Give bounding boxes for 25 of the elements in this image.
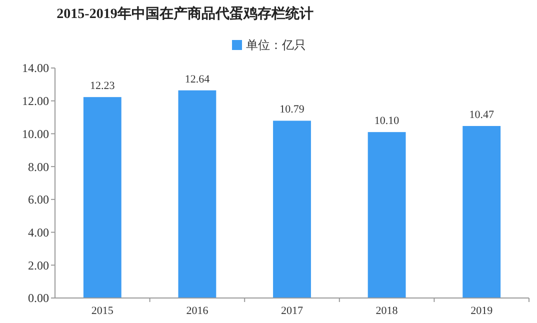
bar <box>83 97 122 298</box>
x-tick-label: 2017 <box>281 305 304 317</box>
x-tick-label: 2015 <box>91 305 114 317</box>
bar <box>462 126 501 298</box>
bar <box>178 90 216 298</box>
y-tick-label: 10.00 <box>22 126 49 141</box>
y-tick-label: 2.00 <box>28 258 49 272</box>
y-tick-label: 6.00 <box>28 192 49 207</box>
bar <box>273 120 311 298</box>
x-tick-label: 2016 <box>186 305 209 317</box>
text: 10.79 <box>280 104 304 116</box>
text: 12.64 <box>184 73 210 86</box>
text: 10.10 <box>374 115 400 128</box>
y-tick-label: 14.00 <box>22 61 49 76</box>
bar <box>368 132 406 298</box>
x-tick-label: 2019 <box>470 305 494 317</box>
y-tick-label: 4.00 <box>28 225 49 240</box>
text: 10.47 <box>469 108 494 121</box>
chart-title: 2015-2019年中国在产商品代蛋鸡存栏统计 <box>56 5 314 22</box>
text: 12.23 <box>90 80 115 92</box>
x-tick-label: 2018 <box>376 305 398 317</box>
legend-label: 单位：亿只 <box>246 38 306 52</box>
y-tick-label: 12.00 <box>22 94 49 108</box>
y-tick-label: 0.00 <box>28 291 49 306</box>
y-tick-label: 8.00 <box>28 160 49 174</box>
